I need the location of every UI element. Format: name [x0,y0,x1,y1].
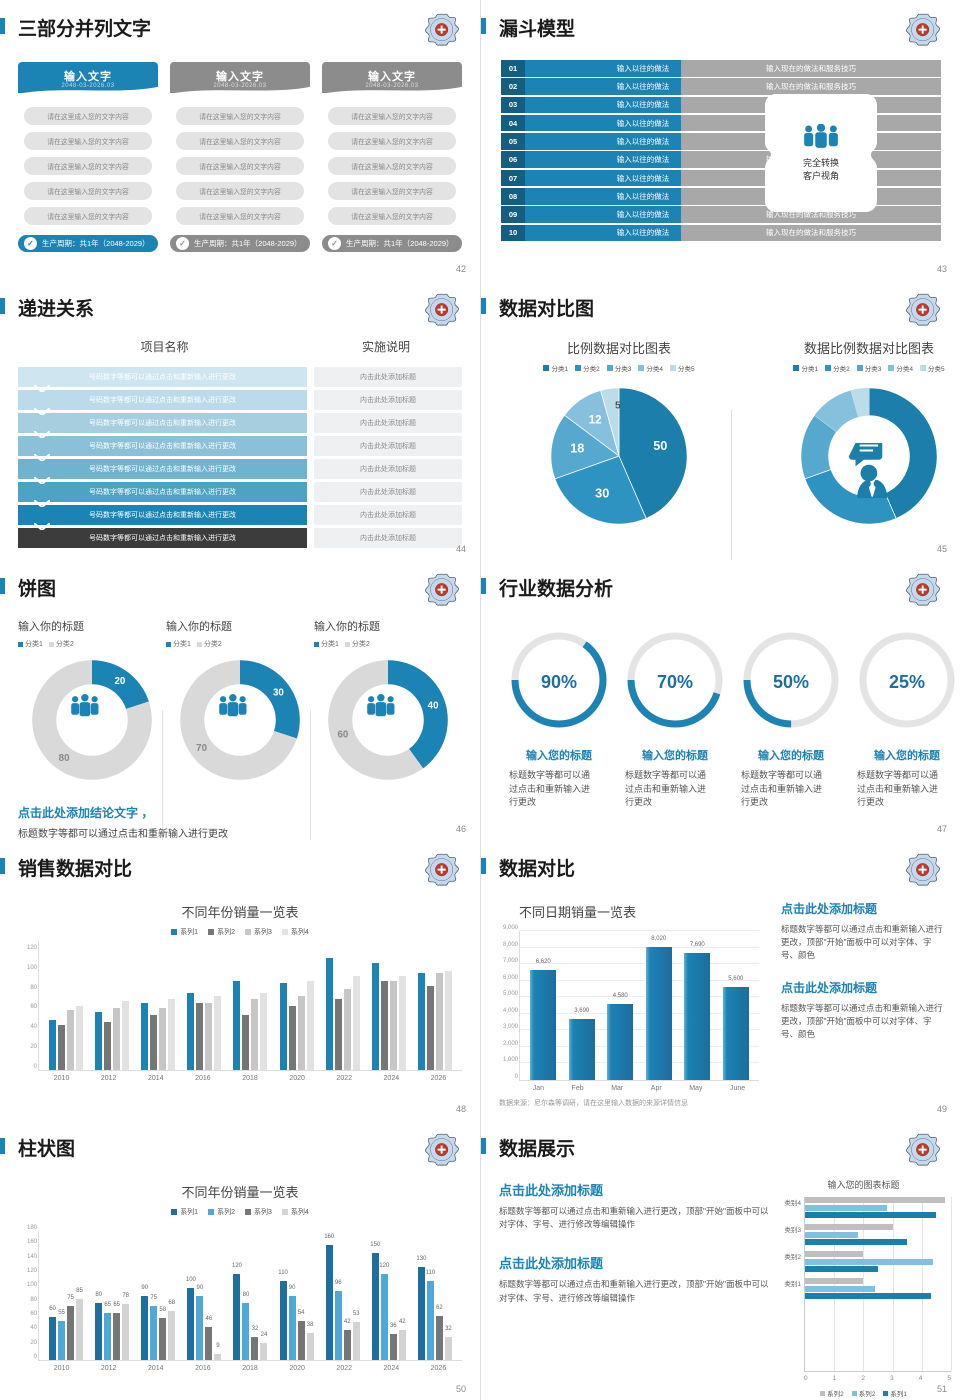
svg-text:80: 80 [59,753,70,764]
svg-text:5: 5 [615,401,621,412]
svg-text:70: 70 [196,743,207,754]
svg-text:30: 30 [273,687,284,698]
svg-text:60: 60 [337,730,348,741]
svg-text:90%: 90% [541,672,577,692]
svg-text:5: 5 [860,393,865,403]
svg-text:20: 20 [114,676,125,687]
svg-text:50: 50 [653,439,667,453]
svg-text:12: 12 [589,415,602,427]
svg-text:12: 12 [830,403,842,414]
svg-text:25%: 25% [889,672,925,692]
svg-text:30: 30 [595,487,609,501]
svg-text:18: 18 [570,442,584,456]
svg-text:30: 30 [839,499,853,513]
svg-text:18: 18 [804,439,818,453]
svg-text:40: 40 [428,700,439,711]
svg-text:50%: 50% [773,672,809,692]
svg-text:50: 50 [918,438,932,452]
svg-text:70%: 70% [657,672,693,692]
